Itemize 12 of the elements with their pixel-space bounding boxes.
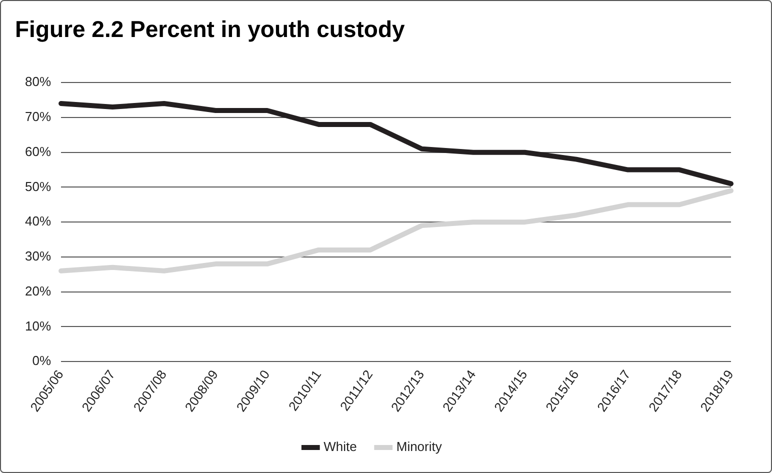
legend-label: Minority (396, 439, 442, 454)
y-tick-label: 80% (24, 74, 52, 90)
y-tick-label: 20% (24, 283, 52, 298)
y-tick-label: 50% (24, 178, 52, 194)
y-tick-label: 70% (24, 109, 52, 124)
chart-title: Figure 2.2 Percent in youth custody (15, 16, 406, 42)
y-tick-label: 0% (32, 353, 52, 368)
y-tick-label: 30% (24, 248, 52, 264)
y-tick-label: 40% (24, 214, 52, 229)
y-tick-label: 10% (24, 318, 52, 334)
y-tick-label: 60% (24, 144, 52, 159)
legend-label: White (324, 439, 357, 454)
